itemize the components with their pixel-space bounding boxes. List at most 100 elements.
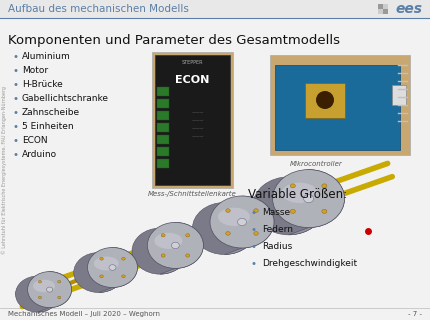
Text: - 7 -: - 7 - — [408, 311, 422, 317]
Text: Radius: Radius — [262, 242, 292, 251]
Ellipse shape — [147, 222, 203, 268]
FancyBboxPatch shape — [157, 99, 169, 108]
Text: ———: ——— — [191, 118, 204, 122]
Ellipse shape — [33, 280, 55, 292]
FancyBboxPatch shape — [224, 216, 260, 228]
Text: STEPPER: STEPPER — [182, 60, 203, 65]
Text: •: • — [12, 80, 18, 90]
Polygon shape — [224, 196, 274, 254]
FancyBboxPatch shape — [155, 55, 230, 185]
Text: ———: ——— — [191, 110, 204, 114]
FancyBboxPatch shape — [157, 87, 169, 96]
Ellipse shape — [172, 242, 179, 249]
Ellipse shape — [290, 209, 295, 213]
FancyBboxPatch shape — [378, 9, 383, 13]
Text: •: • — [250, 225, 256, 235]
Text: ———: ——— — [191, 134, 204, 138]
Text: 5 Einheiten: 5 Einheiten — [22, 122, 74, 131]
Ellipse shape — [237, 218, 246, 226]
Text: © Lehrstuhl für Elektrische Energiesysteme, FAU Erlangen-Nürnberg: © Lehrstuhl für Elektrische Energiesyste… — [1, 86, 7, 254]
Text: ECON: ECON — [22, 136, 48, 145]
Text: •: • — [12, 136, 18, 146]
Text: Arduino: Arduino — [22, 150, 57, 159]
Ellipse shape — [322, 209, 327, 213]
Ellipse shape — [161, 254, 165, 257]
Ellipse shape — [253, 177, 325, 235]
Polygon shape — [37, 272, 71, 312]
FancyBboxPatch shape — [378, 4, 383, 9]
Ellipse shape — [304, 195, 313, 203]
Text: Aluminium: Aluminium — [22, 52, 71, 61]
Ellipse shape — [122, 275, 125, 278]
FancyBboxPatch shape — [383, 4, 387, 9]
Text: Mikrocontroller: Mikrocontroller — [290, 161, 343, 167]
Ellipse shape — [282, 183, 318, 203]
Text: •: • — [250, 208, 256, 218]
Ellipse shape — [192, 203, 256, 254]
FancyBboxPatch shape — [0, 0, 430, 18]
Ellipse shape — [87, 247, 138, 287]
Ellipse shape — [132, 228, 188, 274]
FancyBboxPatch shape — [291, 193, 327, 204]
Polygon shape — [99, 247, 138, 292]
Ellipse shape — [38, 296, 42, 299]
Ellipse shape — [74, 252, 124, 292]
Text: Gabellichtschranke: Gabellichtschranke — [22, 94, 109, 103]
Text: Masse: Masse — [262, 208, 290, 217]
Ellipse shape — [100, 257, 103, 260]
Ellipse shape — [94, 257, 119, 270]
Ellipse shape — [161, 234, 165, 237]
FancyBboxPatch shape — [275, 65, 400, 150]
Ellipse shape — [122, 257, 125, 260]
FancyBboxPatch shape — [392, 85, 406, 105]
Ellipse shape — [254, 209, 258, 212]
FancyBboxPatch shape — [157, 147, 169, 156]
Text: •: • — [12, 66, 18, 76]
Text: Motor: Motor — [22, 66, 48, 75]
Text: Variable Größen:: Variable Größen: — [248, 188, 347, 201]
Text: •: • — [250, 259, 256, 269]
Ellipse shape — [46, 287, 53, 292]
Ellipse shape — [226, 232, 230, 235]
Ellipse shape — [210, 196, 274, 248]
Ellipse shape — [254, 232, 258, 235]
Ellipse shape — [100, 275, 103, 278]
Ellipse shape — [28, 272, 72, 308]
Ellipse shape — [58, 296, 61, 299]
Text: Komponenten und Parameter des Gesamtmodells: Komponenten und Parameter des Gesamtmode… — [8, 34, 340, 47]
FancyBboxPatch shape — [157, 159, 169, 168]
Ellipse shape — [316, 91, 334, 109]
Ellipse shape — [154, 233, 182, 249]
Ellipse shape — [226, 209, 230, 212]
FancyBboxPatch shape — [157, 239, 194, 252]
FancyBboxPatch shape — [157, 135, 169, 144]
Text: Mess-/Schnittstellenkarte: Mess-/Schnittstellenkarte — [148, 191, 237, 197]
Ellipse shape — [38, 280, 42, 283]
Ellipse shape — [322, 184, 327, 188]
Text: H-Brücke: H-Brücke — [22, 80, 63, 89]
Ellipse shape — [186, 254, 190, 257]
Text: ———: ——— — [191, 126, 204, 130]
Text: Drehgeschwindigkeit: Drehgeschwindigkeit — [262, 259, 357, 268]
Polygon shape — [289, 170, 344, 235]
Ellipse shape — [58, 280, 61, 283]
FancyBboxPatch shape — [270, 55, 410, 155]
Ellipse shape — [15, 276, 59, 312]
Text: Zahnscheibe: Zahnscheibe — [22, 108, 80, 117]
Text: ees: ees — [395, 2, 422, 16]
Text: Mechanisches Modell – Juli 2020 – Weghorn: Mechanisches Modell – Juli 2020 – Weghor… — [8, 311, 160, 317]
Ellipse shape — [109, 265, 116, 270]
FancyBboxPatch shape — [157, 111, 169, 120]
Text: •: • — [12, 52, 18, 62]
FancyBboxPatch shape — [157, 123, 169, 132]
FancyBboxPatch shape — [383, 9, 387, 13]
FancyBboxPatch shape — [152, 52, 233, 188]
FancyBboxPatch shape — [95, 261, 130, 274]
Ellipse shape — [218, 208, 250, 226]
Polygon shape — [160, 222, 203, 274]
Ellipse shape — [290, 184, 295, 188]
Ellipse shape — [186, 234, 190, 237]
Text: Aufbau des mechanischen Modells: Aufbau des mechanischen Modells — [8, 4, 189, 14]
Ellipse shape — [273, 170, 344, 228]
Text: ECON: ECON — [175, 75, 210, 85]
